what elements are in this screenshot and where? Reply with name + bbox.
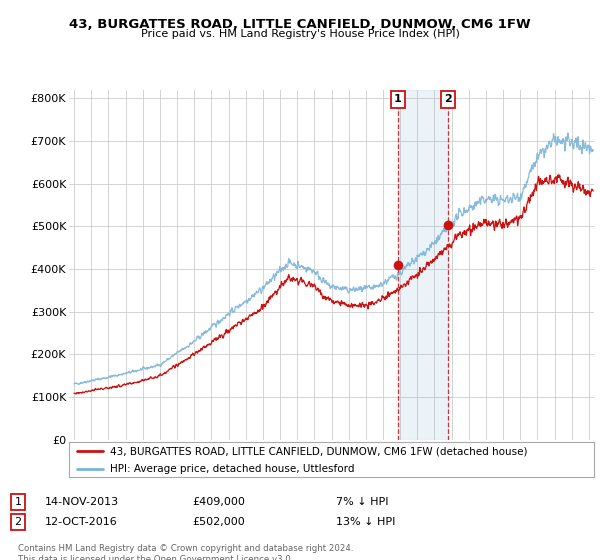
Text: 1: 1 [394, 95, 402, 104]
Text: 2: 2 [444, 95, 452, 104]
Text: 43, BURGATTES ROAD, LITTLE CANFIELD, DUNMOW, CM6 1FW: 43, BURGATTES ROAD, LITTLE CANFIELD, DUN… [69, 18, 531, 31]
Text: £502,000: £502,000 [192, 517, 245, 527]
Text: £409,000: £409,000 [192, 497, 245, 507]
Text: 43, BURGATTES ROAD, LITTLE CANFIELD, DUNMOW, CM6 1FW (detached house): 43, BURGATTES ROAD, LITTLE CANFIELD, DUN… [110, 446, 527, 456]
Bar [398, 90, 448, 440]
Text: Price paid vs. HM Land Registry's House Price Index (HPI): Price paid vs. HM Land Registry's House … [140, 29, 460, 39]
Text: 14-NOV-2013: 14-NOV-2013 [45, 497, 119, 507]
Text: 1: 1 [14, 497, 22, 507]
Text: HPI: Average price, detached house, Uttlesford: HPI: Average price, detached house, Uttl… [110, 464, 355, 474]
Text: 7% ↓ HPI: 7% ↓ HPI [336, 497, 389, 507]
Text: 2: 2 [14, 517, 22, 527]
Text: 12-OCT-2016: 12-OCT-2016 [45, 517, 118, 527]
Text: Contains HM Land Registry data © Crown copyright and database right 2024.
This d: Contains HM Land Registry data © Crown c… [18, 544, 353, 560]
Text: 13% ↓ HPI: 13% ↓ HPI [336, 517, 395, 527]
